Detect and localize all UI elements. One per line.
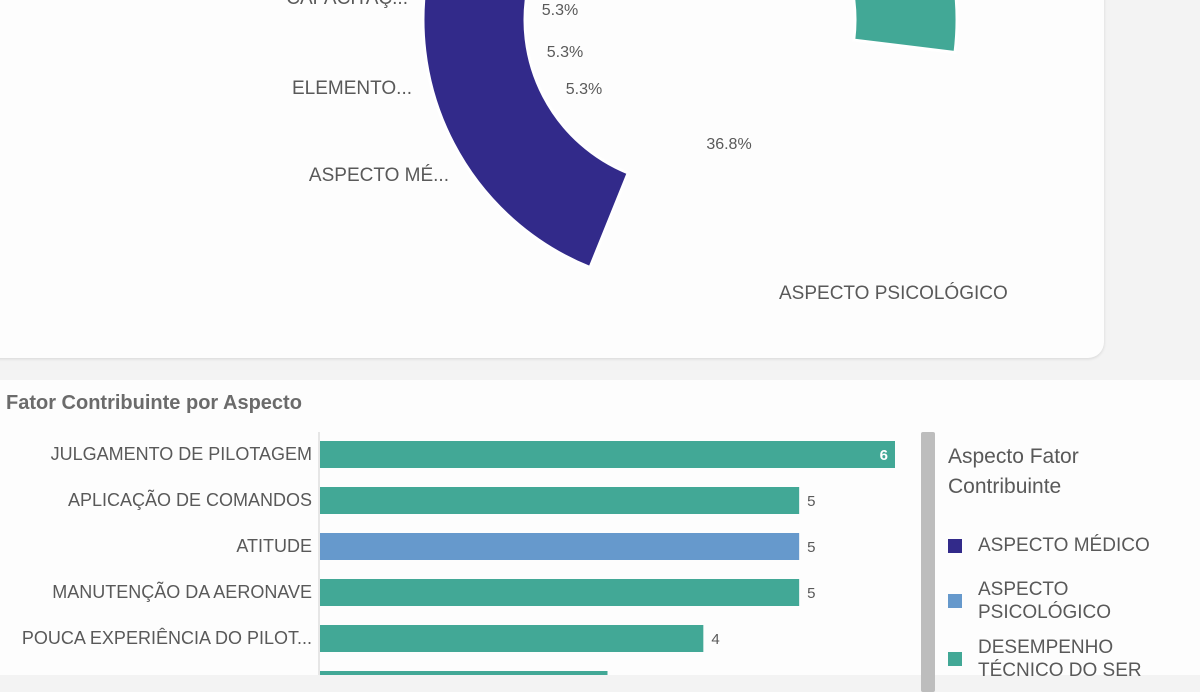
legend-title: Aspecto Fator Contribuinte	[948, 445, 1079, 498]
category-label: APLICAÇÃO DE COMANDOS	[68, 489, 312, 510]
bar[interactable]	[320, 671, 608, 675]
bar-chart-panel: Fator Contribuinte por Aspecto JULGAMENT…	[0, 380, 1200, 692]
bar-chart-title: Fator Contribuinte por Aspecto	[6, 392, 302, 414]
legend-swatch	[948, 539, 962, 553]
category-label: JULGAMENTO DE PILOTAGEM	[51, 444, 312, 464]
bar-value-label: 5	[807, 539, 815, 556]
category-label: POUCA EXPERIÊNCIA DO PILOT...	[22, 628, 312, 648]
slice-percentage-label: 5.3%	[566, 81, 602, 98]
legend-label: ASPECTO MÉDICO	[978, 535, 1150, 556]
bar-value-label: 5	[807, 585, 815, 602]
bar[interactable]	[320, 579, 800, 606]
bar-value-label: 5	[807, 493, 815, 510]
category-label: MANUTENÇÃO DA AERONAVE	[52, 581, 312, 602]
slice-label: ELEMENTO...	[292, 78, 412, 99]
bar[interactable]	[320, 533, 800, 560]
bar[interactable]	[320, 441, 895, 468]
legend-swatch	[948, 652, 962, 666]
slice-percentage-label: 36.8%	[706, 136, 751, 153]
donut-slice[interactable]	[421, 0, 708, 270]
bar-value-label: 4	[711, 631, 719, 648]
bar[interactable]	[320, 625, 704, 652]
legend-label: ASPECTO PSICOLÓGICO	[978, 579, 1112, 623]
slice-label: CAPACITAÇ...	[286, 0, 408, 9]
bar[interactable]	[320, 487, 800, 514]
legend-scrollbar[interactable]	[921, 432, 935, 692]
bar-value-label: 6	[880, 447, 888, 464]
category-label: ATITUDE	[236, 536, 312, 556]
bar-chart: JULGAMENTO DE PILOTAGEM 6 APLICAÇÃO DE COM…	[22, 432, 895, 675]
slice-percentage-label: 5.3%	[542, 2, 578, 19]
slice-percentage-label: 5.3%	[547, 44, 583, 61]
legend-label: DESEMPENHO TÉCNICO DO SER	[978, 637, 1142, 681]
slice-label: ASPECTO PSICOLÓGICO	[779, 282, 1008, 304]
legend-swatch	[948, 594, 962, 608]
donut-chart: 36.8% 5.3% 5.3% 5.3% ASPECTO PSICOLÓGICO ASPE…	[286, 0, 1008, 304]
donut-slice[interactable]	[848, 0, 959, 55]
slice-label: ASPECTO MÉ...	[309, 165, 449, 186]
